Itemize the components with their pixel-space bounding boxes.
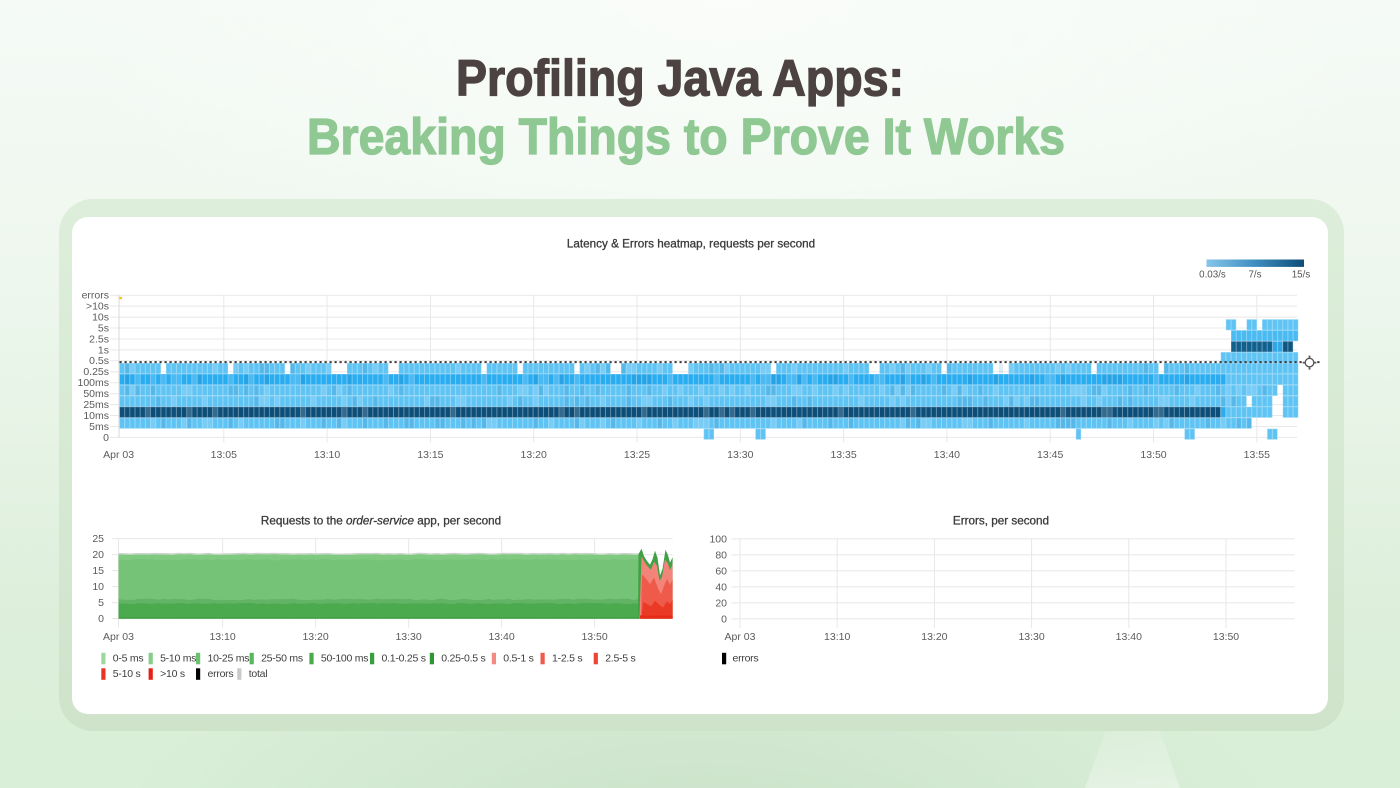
svg-text:2.5-5 s: 2.5-5 s: [605, 652, 635, 664]
svg-text:0.25-0.5 s: 0.25-0.5 s: [441, 652, 485, 664]
svg-text:0.03/s: 0.03/s: [1199, 270, 1226, 281]
svg-text:60: 60: [715, 565, 727, 577]
svg-text:13:10: 13:10: [314, 449, 340, 461]
svg-text:13:50: 13:50: [581, 631, 607, 643]
svg-text:0: 0: [103, 432, 109, 444]
svg-text:0.5-1 s: 0.5-1 s: [503, 652, 533, 664]
svg-text:10-25 ms: 10-25 ms: [208, 652, 250, 664]
svg-text:10: 10: [92, 581, 104, 593]
svg-text:5ms: 5ms: [89, 421, 109, 433]
svg-text:2.5s: 2.5s: [89, 333, 109, 345]
svg-text:Breaking Things to Prove It Wo: Breaking Things to Prove It Works: [307, 108, 1065, 165]
svg-text:10ms: 10ms: [83, 410, 109, 422]
svg-text:40: 40: [715, 581, 727, 593]
svg-text:13:55: 13:55: [1244, 449, 1270, 461]
svg-text:5-10 s: 5-10 s: [113, 668, 141, 680]
svg-text:13:10: 13:10: [824, 631, 850, 643]
svg-text:13:20: 13:20: [921, 631, 947, 643]
svg-text:0-5 ms: 0-5 ms: [113, 652, 144, 664]
svg-text:Apr 03: Apr 03: [103, 631, 134, 643]
svg-text:13:40: 13:40: [1116, 631, 1142, 643]
svg-text:50ms: 50ms: [83, 388, 109, 400]
svg-text:5s: 5s: [98, 322, 109, 334]
svg-text:errors: errors: [82, 290, 109, 302]
svg-text:>10s: >10s: [86, 301, 109, 313]
svg-text:15: 15: [92, 565, 104, 577]
svg-text:13:50: 13:50: [1140, 449, 1166, 461]
svg-text:10s: 10s: [92, 312, 109, 324]
svg-text:13:45: 13:45: [1037, 449, 1063, 461]
svg-text:Profiling Java Apps:: Profiling Java Apps:: [456, 49, 904, 106]
svg-text:100: 100: [709, 533, 727, 545]
svg-text:0.5s: 0.5s: [89, 355, 109, 367]
svg-text:errors: errors: [208, 668, 234, 680]
svg-text:13:20: 13:20: [521, 449, 547, 461]
svg-text:20: 20: [92, 549, 104, 561]
svg-text:errors: errors: [733, 652, 759, 664]
svg-text:100ms: 100ms: [77, 377, 109, 389]
svg-text:0.25s: 0.25s: [83, 366, 109, 378]
svg-text:0.1-0.25 s: 0.1-0.25 s: [382, 652, 426, 664]
svg-text:25-50 ms: 25-50 ms: [261, 652, 303, 664]
svg-text:13:35: 13:35: [830, 449, 856, 461]
svg-text:80: 80: [715, 549, 727, 561]
svg-text:13:30: 13:30: [395, 631, 421, 643]
svg-text:15/s: 15/s: [1292, 270, 1311, 281]
svg-text:25ms: 25ms: [83, 399, 109, 411]
svg-text:0: 0: [721, 613, 727, 625]
svg-text:13:20: 13:20: [302, 631, 328, 643]
svg-text:13:40: 13:40: [934, 449, 960, 461]
svg-text:25: 25: [92, 533, 104, 545]
svg-text:5: 5: [98, 597, 104, 609]
svg-text:13:10: 13:10: [209, 631, 235, 643]
svg-text:Latency & Errors heatmap, requ: Latency & Errors heatmap, requests per s…: [567, 238, 815, 251]
svg-text:1s: 1s: [98, 344, 109, 356]
svg-text:50-100 ms: 50-100 ms: [321, 652, 368, 664]
svg-text:5-10 ms: 5-10 ms: [160, 652, 196, 664]
svg-text:13:50: 13:50: [1213, 631, 1239, 643]
svg-text:1-2.5 s: 1-2.5 s: [552, 652, 582, 664]
svg-text:>10 s: >10 s: [160, 668, 185, 680]
svg-text:13:25: 13:25: [624, 449, 650, 461]
svg-text:Apr 03: Apr 03: [725, 631, 756, 643]
svg-text:total: total: [249, 668, 268, 680]
svg-text:13:15: 13:15: [417, 449, 443, 461]
svg-text:Apr 03: Apr 03: [103, 449, 134, 461]
svg-text:0: 0: [98, 613, 104, 625]
svg-text:13:30: 13:30: [1018, 631, 1044, 643]
svg-text:13:30: 13:30: [727, 449, 753, 461]
svg-text:Errors, per second: Errors, per second: [953, 515, 1049, 528]
svg-text:7/s: 7/s: [1248, 270, 1261, 281]
svg-text:13:40: 13:40: [488, 631, 514, 643]
svg-text:Requests to the order-service: Requests to the order-service app, per s…: [261, 515, 501, 528]
svg-text:20: 20: [715, 597, 727, 609]
svg-text:13:05: 13:05: [211, 449, 237, 461]
